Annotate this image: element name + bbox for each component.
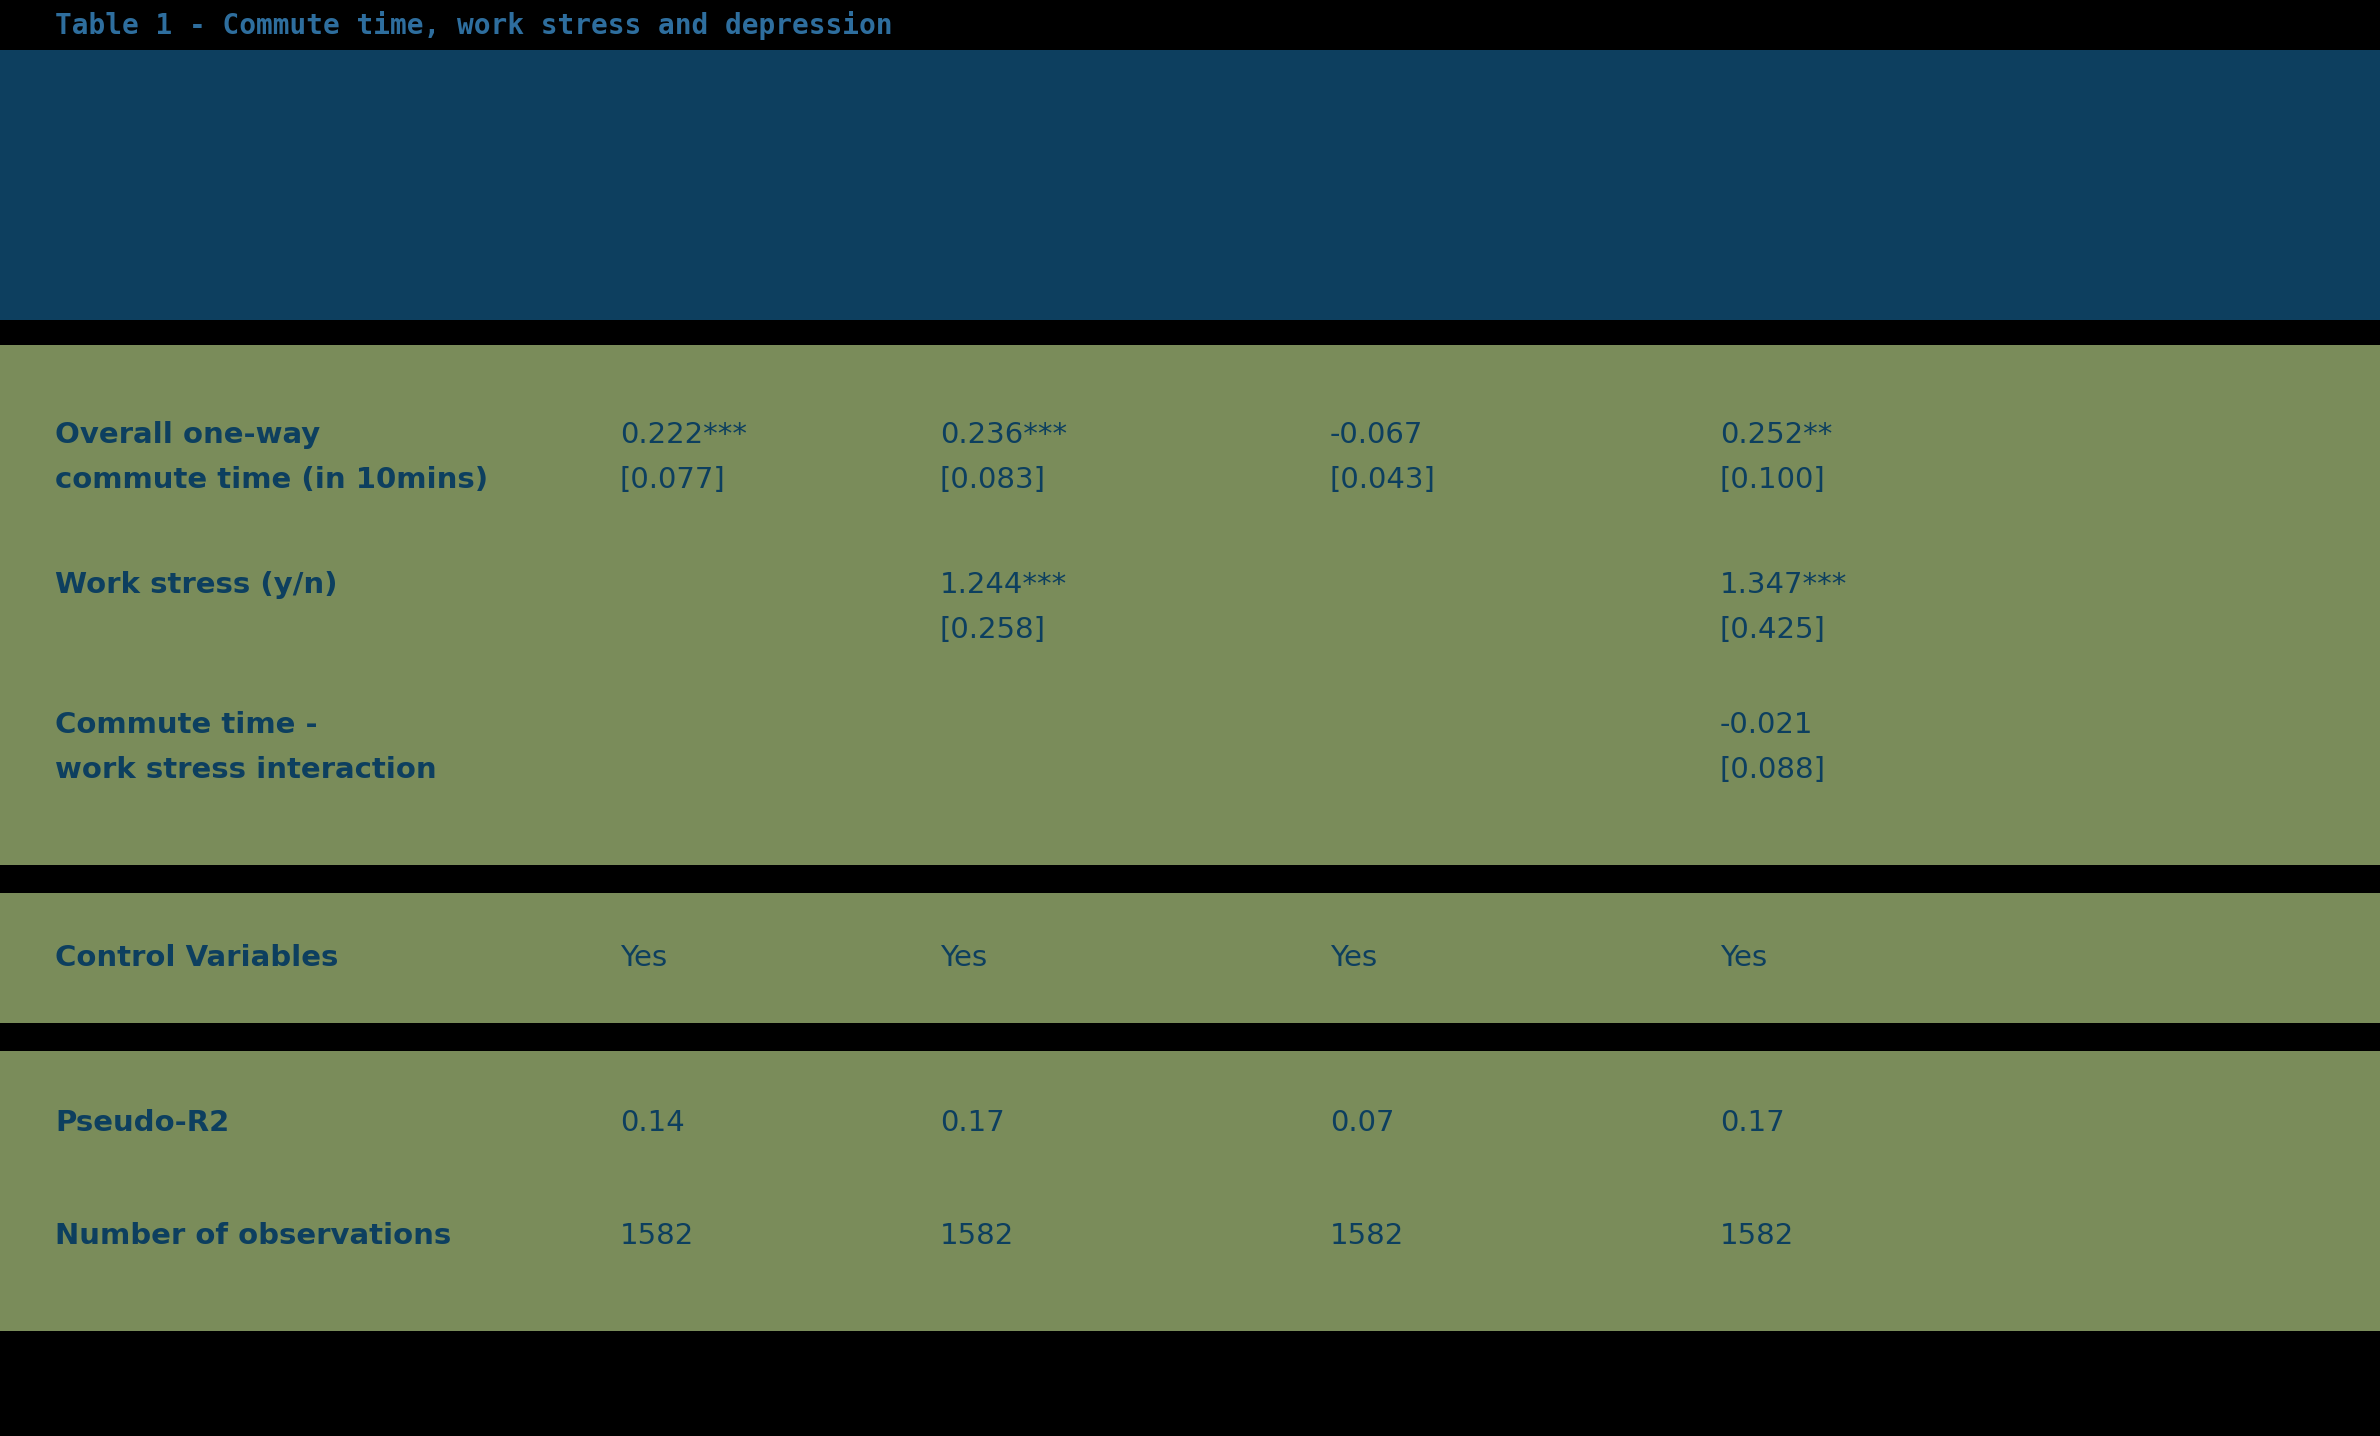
Text: [0.077]: [0.077] bbox=[621, 467, 726, 494]
Text: Yes: Yes bbox=[621, 943, 666, 972]
Text: 0.14: 0.14 bbox=[621, 1109, 685, 1137]
Text: 0.222***: 0.222*** bbox=[621, 421, 747, 449]
Text: [0.043]: [0.043] bbox=[1330, 467, 1435, 494]
Text: 1.244***: 1.244*** bbox=[940, 572, 1066, 599]
Text: Table 1 - Commute time, work stress and depression: Table 1 - Commute time, work stress and … bbox=[55, 10, 892, 40]
Bar bbox=[0, 50, 2380, 320]
Text: [0.425]: [0.425] bbox=[1721, 616, 1825, 643]
Text: Yes: Yes bbox=[940, 943, 988, 972]
Text: [0.258]: [0.258] bbox=[940, 616, 1045, 643]
Text: 0.07: 0.07 bbox=[1330, 1109, 1395, 1137]
Text: 1582: 1582 bbox=[1721, 1222, 1795, 1249]
Text: [0.100]: [0.100] bbox=[1721, 467, 1825, 494]
Text: work stress interaction: work stress interaction bbox=[55, 755, 436, 784]
Text: Overall one-way: Overall one-way bbox=[55, 421, 321, 449]
Text: Yes: Yes bbox=[1721, 943, 1766, 972]
Text: 1.347***: 1.347*** bbox=[1721, 572, 1847, 599]
Bar bbox=[0, 1051, 2380, 1331]
Text: 0.17: 0.17 bbox=[940, 1109, 1004, 1137]
Text: Pseudo-R2: Pseudo-R2 bbox=[55, 1109, 228, 1137]
Text: -0.067: -0.067 bbox=[1330, 421, 1423, 449]
Bar bbox=[0, 320, 2380, 345]
Text: Yes: Yes bbox=[1330, 943, 1378, 972]
Text: 0.252**: 0.252** bbox=[1721, 421, 1833, 449]
Text: Commute time -: Commute time - bbox=[55, 711, 317, 740]
Text: Work stress (y/n): Work stress (y/n) bbox=[55, 572, 338, 599]
Text: Number of observations: Number of observations bbox=[55, 1222, 452, 1249]
Text: 0.236***: 0.236*** bbox=[940, 421, 1066, 449]
Bar bbox=[0, 1022, 2380, 1051]
Text: 1582: 1582 bbox=[621, 1222, 695, 1249]
Bar bbox=[0, 864, 2380, 893]
Text: commute time (in 10mins): commute time (in 10mins) bbox=[55, 467, 488, 494]
Bar bbox=[0, 893, 2380, 1022]
Text: 1582: 1582 bbox=[1330, 1222, 1404, 1249]
Text: Control Variables: Control Variables bbox=[55, 943, 338, 972]
Text: -0.021: -0.021 bbox=[1721, 711, 1814, 740]
Text: 1582: 1582 bbox=[940, 1222, 1014, 1249]
Bar bbox=[0, 345, 2380, 864]
Text: [0.088]: [0.088] bbox=[1721, 755, 1825, 784]
Text: 0.17: 0.17 bbox=[1721, 1109, 1785, 1137]
Text: [0.083]: [0.083] bbox=[940, 467, 1045, 494]
